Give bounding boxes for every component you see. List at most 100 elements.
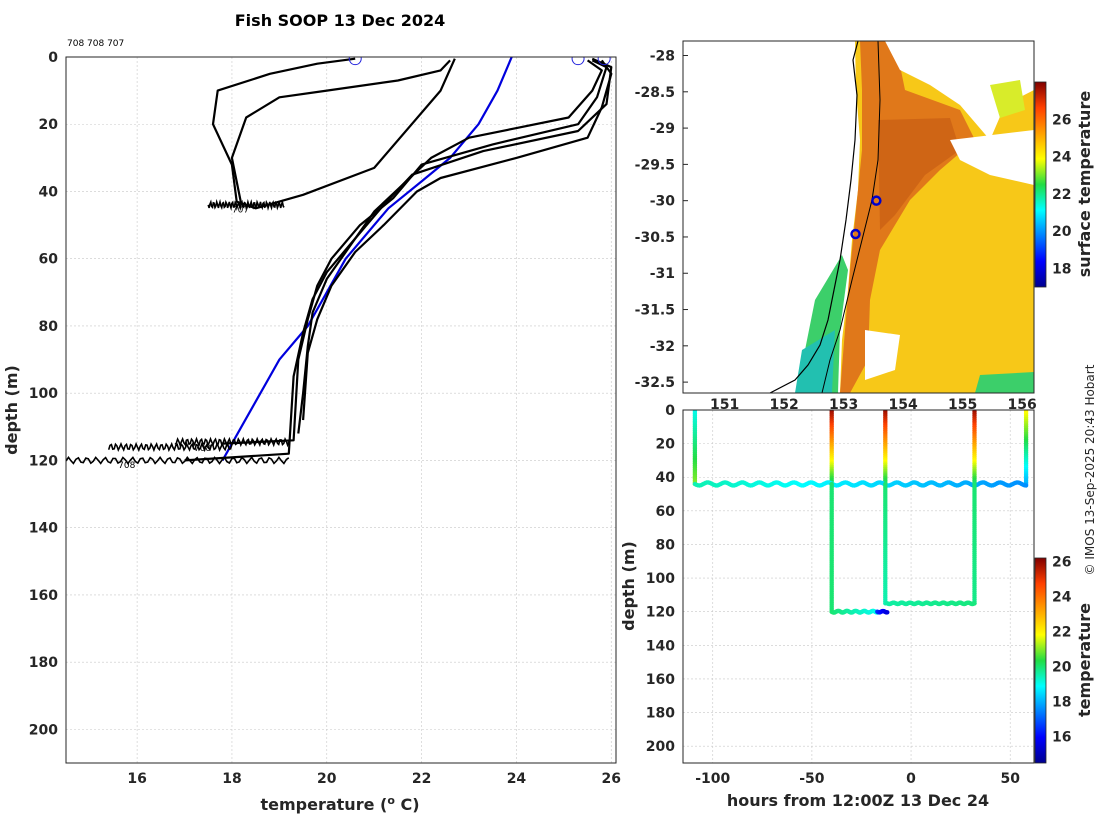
left-x-tick-label: 22	[412, 771, 431, 787]
cloud-gap-south	[865, 330, 900, 380]
sst-colorbar-tick-label: 22	[1052, 187, 1071, 203]
sst-colorbar-label: surface temperature	[1075, 91, 1094, 278]
sst-colorbar-tick-label: 20	[1052, 224, 1072, 240]
left-x-tick-label: 18	[222, 771, 241, 787]
map-lat-tick-label: -28.5	[635, 85, 675, 101]
sst-colorbar-ticks: 18 20 22 24 26	[1052, 112, 1072, 277]
bottom-gridlines	[683, 409, 1034, 763]
series-line-profile-708-a	[222, 59, 608, 445]
bottom-x-tick-label: 0	[906, 771, 916, 787]
map-lat-tick-label: -29	[650, 121, 675, 137]
sst-cool-patch	[990, 80, 1025, 118]
sst-colorbar-tick-label: 24	[1052, 150, 1072, 166]
ship-track	[821, 41, 881, 393]
bottom-track-group	[692, 410, 1029, 615]
temperature-colorbar-ticks: 16 18 20 22 24 26	[1052, 555, 1072, 746]
temperature-colorbar-tick-label: 16	[1052, 730, 1071, 746]
bottom-y-tick-label: 200	[646, 739, 675, 755]
bottom-y-tick-label: 60	[656, 504, 676, 520]
map-lat-tick-label: -31	[650, 266, 675, 282]
station-marker	[850, 228, 861, 240]
left-y-tick-label: 160	[29, 588, 58, 604]
coastline	[769, 41, 859, 393]
bottom-y-tick-label: 140	[646, 638, 675, 654]
series-line-climatology	[221, 57, 513, 461]
left-axes-box	[65, 56, 617, 764]
bottom-y-tick-label: 20	[656, 437, 676, 453]
surface-marker	[571, 57, 585, 66]
left-y-tick-label: 40	[39, 184, 59, 200]
map-lon-tick-label: 152	[770, 397, 799, 413]
bottom-tick-labels: -100 -50 0 50 0 20 40 60 80 100 120 140 160 180 200	[646, 403, 1020, 787]
tow-section-panel: -100 -50 0 50 0 20 40 60 80 100 120 140 160 180 200 ho…	[619, 403, 1094, 810]
left-y-tick-label: 0	[48, 50, 58, 66]
cloud-gap-north	[885, 41, 1034, 140]
bottom-axes-box	[682, 409, 1035, 764]
sst-coastal-cyan	[795, 330, 835, 393]
bottom-y-tick-label: 160	[646, 672, 675, 688]
profile-label: 707	[232, 205, 249, 215]
left-gridlines	[66, 56, 616, 763]
sst-colorbar-tick-label: 18	[1052, 261, 1071, 277]
cloud-gap-east	[950, 130, 1034, 185]
left-y-tick-label: 60	[39, 252, 59, 268]
profile-ids-note: 708 708 707	[67, 39, 124, 49]
bottom-y-axis-label: depth (m)	[619, 541, 638, 631]
tow-noise-line	[66, 456, 290, 465]
bottom-y-tick-label: 0	[665, 403, 675, 419]
bottom-x-tick-label: -50	[799, 771, 825, 787]
bottom-x-tick-label: -100	[695, 771, 730, 787]
left-series-group: 707 708 708	[66, 57, 613, 471]
temperature-colorbar-tick-label: 20	[1052, 660, 1072, 676]
bottom-x-tick-label: 50	[1000, 771, 1020, 787]
chart-title: Fish SOOP 13 Dec 2024	[235, 11, 445, 30]
map-tick-labels: -28 -28.5 -29 -29.5 -30 -30.5 -31 -31.5 -32 -32.5…	[635, 49, 1037, 413]
sst-map-field	[683, 41, 1034, 393]
profile-label: 708	[194, 444, 211, 454]
bottom-y-tick-label: 40	[656, 470, 676, 486]
left-y-tick-label: 80	[39, 319, 59, 335]
sst-colorbar	[1034, 81, 1047, 288]
left-x-tick-label: 24	[507, 771, 527, 787]
temperature-depth-panel: Fish SOOP 13 Dec 2024 708 708 707 16 18 20…	[2, 11, 621, 814]
map-lat-tick-label: -28	[650, 49, 675, 65]
left-y-tick-label: 180	[29, 655, 58, 671]
bottom-y-tick-label: 180	[646, 706, 675, 722]
sst-eddy-core	[878, 118, 960, 230]
sst-colorbar-tick-label: 26	[1052, 112, 1071, 128]
left-y-tick-label: 200	[29, 722, 58, 738]
map-lon-tick-label: 154	[889, 397, 918, 413]
map-lat-tick-label: -30	[650, 194, 676, 210]
station-markers	[850, 195, 882, 240]
temperature-colorbar-tick-label: 26	[1052, 555, 1071, 571]
tow-708a-point	[885, 610, 890, 615]
temperature-colorbar-tick-label: 24	[1052, 590, 1072, 606]
profile-label: 708	[118, 461, 135, 471]
series-line-profile-707-b	[230, 59, 451, 206]
temperature-colorbar-tick-label: 18	[1052, 695, 1071, 711]
temperature-colorbar-tick-label: 22	[1052, 625, 1071, 641]
left-y-tick-label: 140	[29, 521, 58, 537]
map-lat-tick-label: -32	[650, 339, 675, 355]
map-lat-tick-label: -29.5	[635, 157, 675, 173]
map-lon-tick-label: 155	[948, 397, 977, 413]
series-line-profile-708-b	[184, 57, 613, 462]
series-line-profile-708-d	[302, 59, 613, 421]
left-x-tick-label: 16	[127, 771, 146, 787]
temperature-colorbar-label: temperature	[1075, 603, 1094, 717]
map-lat-tick-label: -31.5	[635, 303, 675, 319]
tow-noise-line	[207, 198, 285, 212]
bottom-y-tick-label: 80	[656, 537, 676, 553]
left-x-axis-label: temperature (o C)	[260, 794, 419, 815]
tow-707-point	[1023, 483, 1029, 488]
map-lat-tick-label: -30.5	[635, 230, 675, 246]
left-x-tick-label: 20	[317, 771, 337, 787]
left-y-axis-label: depth (m)	[2, 365, 21, 455]
station-marker	[871, 195, 882, 206]
sst-southeast-green	[975, 372, 1034, 393]
left-x-tick-label: 26	[602, 771, 621, 787]
left-tick-labels: 16 18 20 22 24 26 0 20 40 60 80 100 120 140 160 180 200	[29, 50, 621, 787]
sst-map-panel: -28 -28.5 -29 -29.5 -30 -30.5 -31 -31.5 -32 -32.5…	[635, 40, 1094, 413]
map-lon-tick-label: 151	[710, 397, 739, 413]
